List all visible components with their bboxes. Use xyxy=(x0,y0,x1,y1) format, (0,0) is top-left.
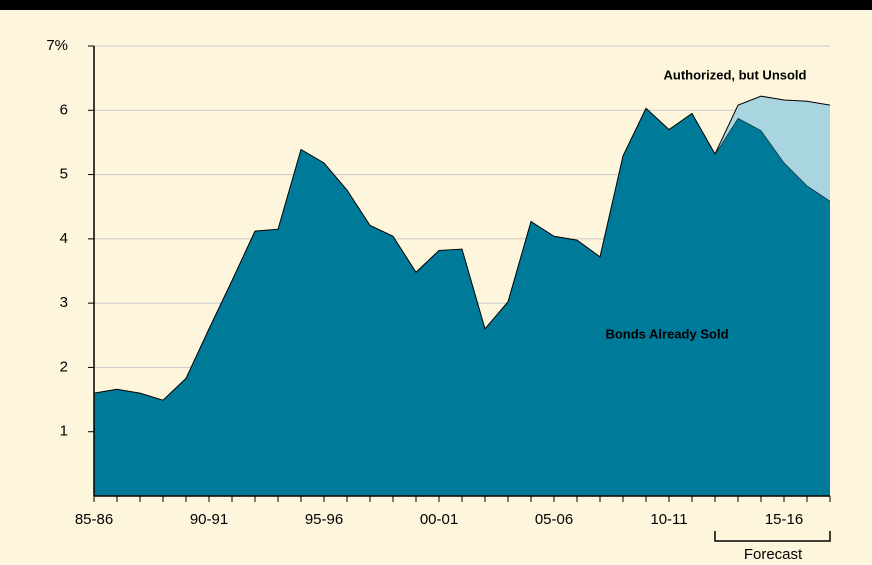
area xyxy=(715,96,830,201)
top-bar xyxy=(0,0,872,10)
x-tick-label: 15-16 xyxy=(765,511,803,528)
x-tick-label: 95-96 xyxy=(305,511,343,528)
x-tick-label: 90-91 xyxy=(190,511,228,528)
annotation: Authorized, but Unsold xyxy=(664,67,807,82)
y-tick-label: 6 xyxy=(60,101,68,118)
y-tick-label: 3 xyxy=(60,294,68,311)
forecast-bracket xyxy=(714,531,831,542)
y-tick-label: 1 xyxy=(60,423,68,440)
x-tick-label: 05-06 xyxy=(535,511,573,528)
x-tick-label: 00-01 xyxy=(420,511,458,528)
area xyxy=(94,108,830,496)
y-tick-label: 5 xyxy=(60,166,68,183)
y-tick-label: 7% xyxy=(46,37,68,54)
y-tick-label: 2 xyxy=(60,358,68,375)
area-line xyxy=(714,95,831,155)
x-tick-label: 85-86 xyxy=(75,511,113,528)
y-tick-label: 4 xyxy=(60,230,68,247)
x-tick-label: 10-11 xyxy=(650,511,687,528)
area-line xyxy=(93,107,831,401)
annotation: Bonds Already Sold xyxy=(605,326,728,341)
forecast-label: Forecast xyxy=(744,546,803,563)
